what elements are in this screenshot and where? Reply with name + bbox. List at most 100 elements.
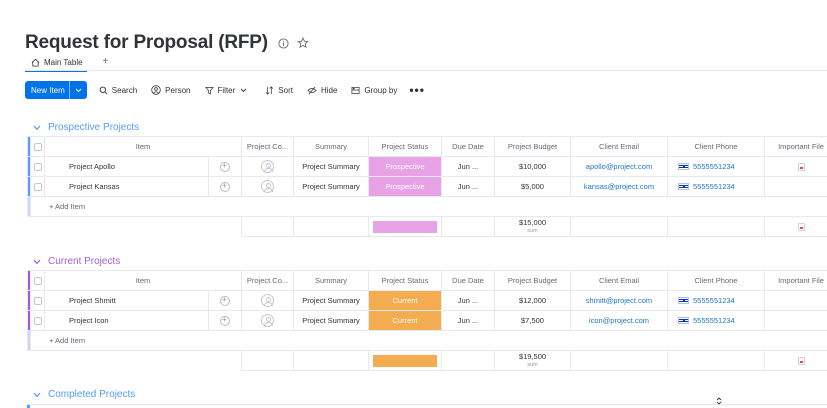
summary-cell[interactable]: Project Summary [293,176,369,197]
owner-cell[interactable] [241,290,294,311]
phone-cell[interactable]: 5555551234 [667,310,765,331]
column-header-phone[interactable]: Client Phone [667,270,765,291]
add-item-button[interactable]: + Add Item [30,196,827,217]
email-cell[interactable]: icon@project.com [570,310,668,331]
new-item-button[interactable]: New Item [25,81,87,99]
summary-cell[interactable]: Project Summary [293,156,369,177]
budget-cell[interactable]: $12,000 [494,290,571,311]
column-header-files[interactable]: Important File [764,136,827,157]
item-name[interactable]: Project Icon [44,310,209,331]
add-update-button[interactable] [208,176,242,197]
column-header-item[interactable]: Item [44,136,242,157]
files-cell[interactable] [764,176,827,197]
column-header-phone[interactable]: Client Phone [667,136,765,157]
column-header-budget[interactable]: Project Budget [494,270,571,291]
column-header-summary[interactable]: Summary [293,136,369,157]
column-header-due-date[interactable]: Due Date [441,136,495,157]
phone-value[interactable]: 5555551234 [693,182,735,191]
email-cell[interactable]: kansas@project.com [570,176,668,197]
select-all-checkbox[interactable] [30,270,45,291]
add-item-button[interactable]: + Add Item [30,330,827,351]
column-header-email[interactable]: Client Email [570,136,668,157]
item-name[interactable]: Project Shmitt [44,290,209,311]
group-title[interactable]: Current Projects [48,256,121,267]
item-name[interactable]: Project Apollo [44,156,209,177]
table-row[interactable]: Project Kansas Project Summary Prospecti… [27,176,827,197]
status-cell[interactable]: Prospective [368,176,442,197]
board-title[interactable]: Request for Proposal (RFP) [25,32,268,53]
row-checkbox[interactable] [30,310,45,331]
status-summary[interactable] [368,350,442,371]
budget-cell[interactable]: $7,500 [494,310,571,331]
add-update-button[interactable] [208,290,242,311]
due-date-cell[interactable]: Jun ... [441,310,495,331]
scroll-handle-icon[interactable] [716,397,722,407]
column-header-budget[interactable]: Project Budget [494,136,571,157]
due-date-cell[interactable]: Jun ... [441,290,495,311]
files-cell[interactable] [764,290,827,311]
add-update-button[interactable] [208,310,242,331]
add-item-row[interactable]: + Add Item [27,330,827,351]
table-row[interactable]: Project Icon Project Summary Current Jun… [27,310,827,331]
sort-button[interactable]: Sort [265,86,293,95]
group-header-current[interactable]: Current Projects [33,256,120,267]
chevron-down-icon[interactable] [68,81,87,99]
budget-cell[interactable]: $10,000 [494,156,571,177]
due-date-cell[interactable]: Jun ... [441,156,495,177]
column-header-status[interactable]: Project Status [368,270,442,291]
status-summary[interactable] [368,216,442,237]
files-summary[interactable] [764,350,827,371]
table-row[interactable]: Project Apollo Project Summary Prospecti… [27,156,827,177]
column-header-due-date[interactable]: Due Date [441,270,495,291]
chevron-down-icon[interactable] [240,88,247,93]
phone-value[interactable]: 5555551234 [693,296,735,305]
group-by-button[interactable]: Group by [351,86,397,95]
column-header-owner[interactable]: Project Co... [241,136,294,157]
table-row[interactable]: Project Shmitt Project Summary Current J… [27,290,827,311]
item-name[interactable]: Project Kansas [44,176,209,197]
group-title[interactable]: Prospective Projects [48,122,140,133]
add-view-button[interactable]: + [102,56,109,67]
files-cell[interactable] [764,310,827,331]
owner-cell[interactable] [241,156,294,177]
group-header-completed[interactable]: Completed Projects [33,389,135,400]
search-button[interactable]: Search [99,86,137,95]
owner-cell[interactable] [241,176,294,197]
column-header-summary[interactable]: Summary [293,270,369,291]
owner-cell[interactable] [241,310,294,331]
phone-value[interactable]: 5555551234 [693,316,735,325]
column-header-owner[interactable]: Project Co... [241,270,294,291]
row-checkbox[interactable] [30,176,45,197]
files-summary[interactable] [764,216,827,237]
email-cell[interactable]: apollo@project.com [570,156,668,177]
summary-cell[interactable]: Project Summary [293,290,369,311]
status-cell[interactable]: Current [368,290,442,311]
row-checkbox[interactable] [30,290,45,311]
phone-cell[interactable]: 5555551234 [667,156,765,177]
add-item-row[interactable]: + Add Item [27,196,827,217]
email-cell[interactable]: shmitt@project.com [570,290,668,311]
column-header-item[interactable]: Item [44,270,242,291]
column-header-files[interactable]: Important File [764,270,827,291]
group-title[interactable]: Completed Projects [48,389,136,400]
add-update-button[interactable] [208,156,242,177]
status-cell[interactable]: Prospective [368,156,442,177]
files-cell[interactable] [764,156,827,177]
tab-main-table[interactable]: Main Table [25,58,87,72]
row-checkbox[interactable] [30,156,45,177]
status-cell[interactable]: Current [368,310,442,331]
budget-cell[interactable]: $5,000 [494,176,571,197]
select-all-checkbox[interactable] [30,136,45,157]
chevron-down-icon[interactable] [33,392,41,398]
group-header-prospective[interactable]: Prospective Projects [33,122,139,133]
column-header-status[interactable]: Project Status [368,136,442,157]
info-icon[interactable] [277,36,291,50]
phone-cell[interactable]: 5555551234 [667,176,765,197]
phone-value[interactable]: 5555551234 [693,162,735,171]
due-date-cell[interactable]: Jun ... [441,176,495,197]
hide-button[interactable]: Hide [307,86,337,95]
chevron-down-icon[interactable] [33,259,41,265]
column-header-email[interactable]: Client Email [570,270,668,291]
chevron-down-icon[interactable] [33,125,41,131]
phone-cell[interactable]: 5555551234 [667,290,765,311]
